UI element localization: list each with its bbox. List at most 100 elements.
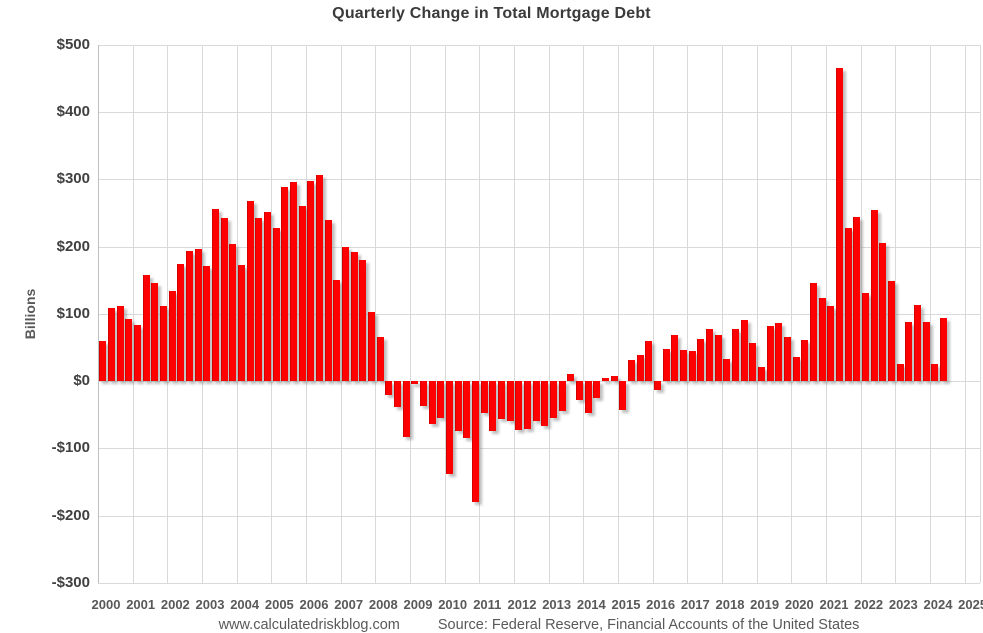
y-tick-label: $400 xyxy=(56,103,90,120)
bar xyxy=(541,381,549,427)
bar xyxy=(177,263,185,381)
y-tick-label: -$300 xyxy=(51,573,90,591)
bar xyxy=(896,363,904,381)
bar xyxy=(827,305,835,381)
bar xyxy=(212,208,220,381)
x-tick-label: 2017 xyxy=(680,597,710,612)
bar xyxy=(324,220,332,381)
bar xyxy=(680,350,688,381)
bar xyxy=(151,282,159,381)
bar xyxy=(619,381,627,410)
x-tick-label: 2021 xyxy=(819,597,849,612)
bar xyxy=(359,259,367,381)
bar xyxy=(792,356,800,381)
x-tick-label: 2003 xyxy=(195,597,225,612)
bar xyxy=(706,328,714,381)
y-tick-label: $0 xyxy=(73,372,90,389)
chart-title: Quarterly Change in Total Mortgage Debt xyxy=(332,5,651,22)
bar xyxy=(853,216,861,381)
bar xyxy=(732,329,740,381)
y-tick-label: $500 xyxy=(56,35,90,53)
bar xyxy=(99,341,107,381)
bar xyxy=(905,322,913,381)
bar xyxy=(654,381,662,390)
bar xyxy=(766,325,774,381)
bar xyxy=(810,283,818,381)
bar xyxy=(662,348,670,381)
x-tick-label: 2016 xyxy=(646,597,676,612)
bar xyxy=(636,355,644,381)
value-gridline xyxy=(98,246,980,248)
bar xyxy=(723,358,731,381)
bar xyxy=(610,375,618,381)
bar xyxy=(420,381,428,406)
bar xyxy=(749,342,757,381)
bar xyxy=(281,186,289,381)
bar xyxy=(116,305,124,381)
x-tick-label: 2012 xyxy=(507,597,537,612)
x-tick-label: 2008 xyxy=(368,597,398,612)
bar xyxy=(238,265,246,381)
bar xyxy=(818,297,826,381)
bar xyxy=(740,320,748,381)
bar xyxy=(368,312,376,381)
y-tick-label: -$100 xyxy=(51,439,90,457)
bar xyxy=(480,381,488,414)
bar xyxy=(272,228,280,381)
y-tick-label: $100 xyxy=(56,304,90,322)
x-tick-label: 2004 xyxy=(230,597,260,612)
bar xyxy=(264,211,272,381)
value-gridline xyxy=(98,448,980,450)
bar xyxy=(385,381,393,396)
bar xyxy=(394,381,402,407)
bar xyxy=(411,381,419,385)
bar xyxy=(862,292,870,381)
bar xyxy=(454,381,462,431)
bar xyxy=(333,280,341,381)
bar xyxy=(446,381,454,475)
value-gridline xyxy=(98,313,980,315)
x-tick-label: 2015 xyxy=(611,597,641,612)
bar xyxy=(472,381,480,503)
bar xyxy=(376,336,384,381)
bar xyxy=(428,381,436,425)
bar xyxy=(168,290,176,381)
bar xyxy=(645,340,653,381)
bar xyxy=(836,68,844,381)
bar xyxy=(532,381,540,421)
bar xyxy=(879,243,887,381)
bar xyxy=(801,339,809,381)
bar xyxy=(922,321,930,381)
bar xyxy=(489,381,497,431)
x-tick-label: 2006 xyxy=(299,597,329,612)
x-tick-label: 2014 xyxy=(576,597,606,612)
x-tick-label: 2018 xyxy=(715,597,745,612)
bar xyxy=(229,243,237,381)
bar xyxy=(307,181,315,381)
bar xyxy=(498,381,506,420)
bar xyxy=(290,181,298,381)
bar xyxy=(298,206,306,381)
bar xyxy=(402,381,410,437)
bar xyxy=(515,381,523,431)
x-tick-label: 2019 xyxy=(750,597,780,612)
bar xyxy=(255,218,263,381)
bar xyxy=(203,266,211,381)
y-tick-label: $200 xyxy=(56,237,90,255)
bar xyxy=(246,200,254,381)
bar xyxy=(342,246,350,381)
bar xyxy=(567,374,575,381)
bar xyxy=(194,249,202,381)
value-gridline xyxy=(98,515,980,517)
bar xyxy=(671,334,679,381)
y-tick-label: $300 xyxy=(56,170,90,188)
x-tick-label: 2005 xyxy=(264,597,294,612)
bar xyxy=(142,275,150,381)
value-gridline xyxy=(98,582,980,584)
bar xyxy=(463,381,471,439)
bar xyxy=(602,378,610,381)
bar xyxy=(688,351,696,381)
bar xyxy=(697,339,705,381)
bar xyxy=(888,281,896,381)
